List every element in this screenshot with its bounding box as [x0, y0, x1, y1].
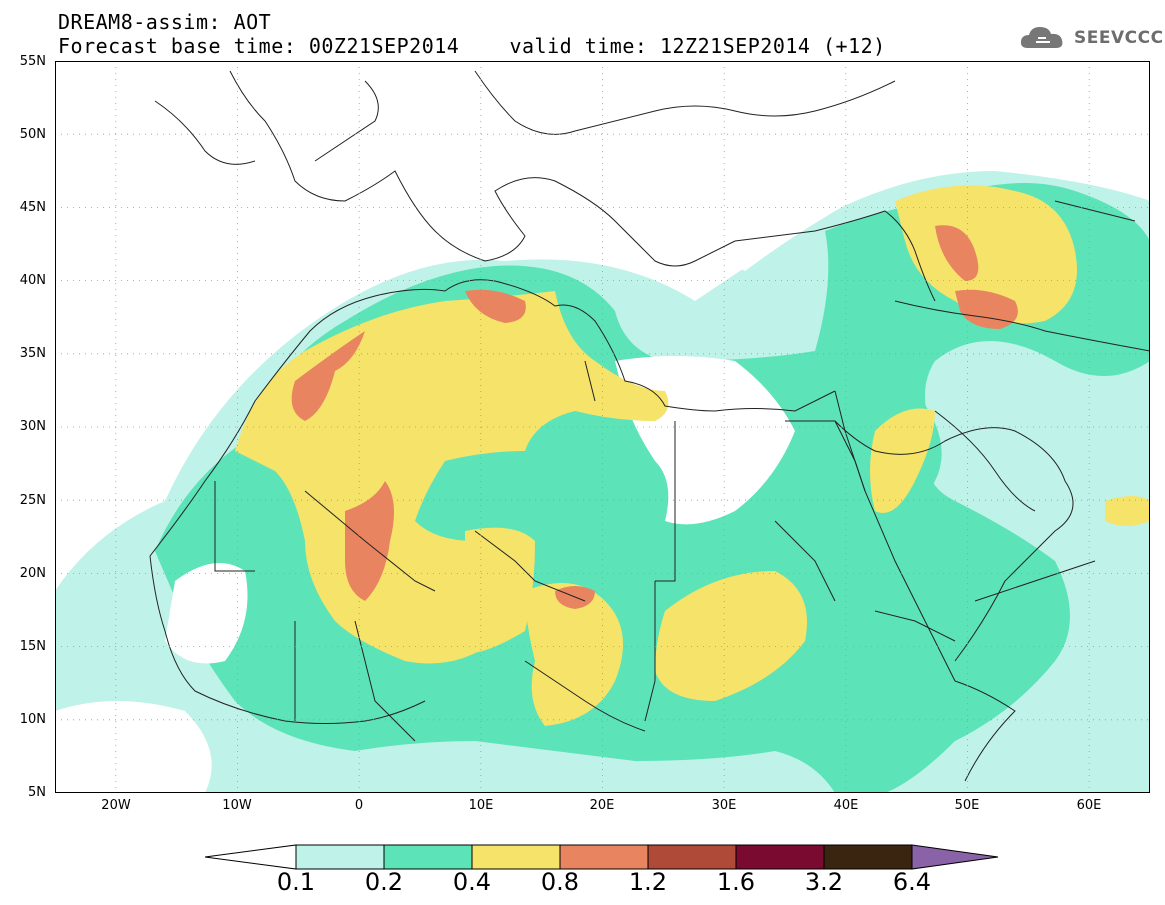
aot-contour-0.4: [870, 408, 935, 513]
colorbar-segment: [823, 844, 913, 870]
lat-label: 15N: [19, 639, 46, 654]
lat-label: 45N: [19, 200, 46, 215]
lat-label: 5N: [28, 785, 46, 800]
lon-label: 20E: [589, 798, 615, 813]
lon-label: 60E: [1076, 798, 1102, 813]
colorbar-tick: 0.4: [452, 868, 492, 896]
aot-contour-0.4: [455, 527, 535, 654]
lat-label: 20N: [19, 566, 46, 581]
aot-contour-0.8: [935, 225, 979, 281]
colorbar-segment: [471, 844, 561, 870]
lat-label: 40N: [19, 273, 46, 288]
lon-label: 20W: [101, 798, 131, 813]
colorbar-tick: 1.6: [716, 868, 756, 896]
grid-lines: [55, 61, 1150, 793]
map-subtitle: Forecast base time: 00Z21SEP2014 valid t…: [58, 34, 886, 58]
colorbar-tick: 0.1: [276, 868, 316, 896]
aot-contour-0.4: [895, 185, 1077, 324]
lon-label: 50E: [954, 798, 980, 813]
seevccc-logo: SEEVCCC: [1018, 22, 1164, 54]
aot-map: [55, 61, 1150, 793]
colorbar-tick: 3.2: [804, 868, 844, 896]
colorbar-overflow: [911, 844, 999, 870]
colorbar-underflow: [205, 844, 297, 870]
lon-label: 30E: [711, 798, 737, 813]
lat-label: 30N: [19, 419, 46, 434]
lon-label: 10E: [468, 798, 494, 813]
colorbar: [205, 844, 999, 870]
lat-label: 55N: [19, 54, 46, 69]
lon-label: 0: [354, 798, 364, 813]
coastlines: [149, 70, 1150, 782]
aot-contour-0.4: [235, 291, 669, 664]
colorbar-tick: 1.2: [628, 868, 668, 896]
aot-contour-0.8: [465, 289, 526, 323]
colorbar-segment: [383, 844, 473, 870]
aot-contour-0.4: [525, 583, 623, 726]
colorbar-segment: [647, 844, 737, 870]
colorbar-segment: [559, 844, 649, 870]
aot-contour-0.8: [955, 289, 1018, 329]
colorbar-segment: [735, 844, 825, 870]
lat-label: 35N: [19, 346, 46, 361]
colorbar-tick: 6.4: [892, 868, 932, 896]
logo-text: SEEVCCC: [1074, 28, 1164, 48]
lat-label: 25N: [19, 493, 46, 508]
colorbar-tick: 0.2: [364, 868, 404, 896]
lat-label: 50N: [19, 127, 46, 142]
map-title: DREAM8-assim: AOT: [58, 10, 272, 34]
aot-contour-0.8: [291, 331, 365, 421]
cloud-icon: [1020, 27, 1063, 48]
lon-label: 40E: [833, 798, 859, 813]
aot-contour-0.4: [655, 571, 807, 701]
aot-contour-0.8: [345, 481, 394, 601]
lat-label: 10N: [19, 712, 46, 727]
lon-label: 10W: [222, 798, 252, 813]
aot-contour-0.4: [1105, 496, 1150, 526]
colorbar-segment: [295, 844, 385, 870]
colorbar-tick: 0.8: [540, 868, 580, 896]
